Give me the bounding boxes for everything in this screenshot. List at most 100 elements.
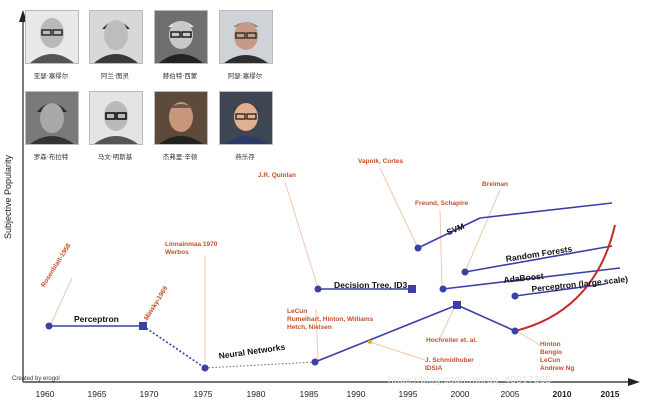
point-nn-peak [453, 301, 461, 309]
label-lecun-line3: Hetch, Nielsen [287, 324, 332, 331]
line-adaboost [442, 267, 621, 290]
point-rosenblatt [45, 322, 53, 330]
caption-1: 亚瑟·塞缪尔 [33, 72, 69, 80]
point-1986 [311, 358, 319, 366]
label-lecun-line2: Rumelhart, Hinton, Williams [287, 316, 374, 323]
x-axis-arrow [628, 378, 640, 386]
year-tick-1980: 1980 [246, 389, 266, 399]
year-tick-1960: 1960 [35, 389, 55, 399]
portrait-2 [89, 10, 143, 64]
label-schmidhuber-line2: IDSIA [425, 365, 443, 372]
leader-hinton [514, 329, 541, 346]
year-tick-1975: 1975 [193, 389, 213, 399]
point-adaboost [439, 285, 447, 293]
person-icon [26, 92, 78, 144]
label-freund: Freund, Schapire [415, 200, 469, 207]
caption-3: 赫伯特·西蒙 [162, 72, 198, 80]
year-tick-1990: 1990 [346, 389, 366, 399]
credit-text: Created by erogol [12, 376, 60, 382]
y-axis-label: Subjective Popularity [3, 154, 13, 240]
leader-quinlan [284, 181, 319, 289]
label-perceptron: Perceptron [74, 314, 119, 324]
portrait-4 [219, 10, 273, 64]
year-tick-2015: 2015 [600, 389, 620, 399]
year-tick-1985: 1985 [299, 389, 319, 399]
person-icon [155, 11, 207, 63]
caption-2: 阿兰·图灵 [100, 72, 130, 80]
leader-lecun [315, 308, 319, 363]
leader-lines [49, 167, 541, 363]
person-icon [90, 92, 142, 144]
point-decision-tree-end [408, 285, 416, 293]
line-neural-networks [314, 304, 458, 363]
caption-4: 阿瑟·塞缪尔 [227, 72, 263, 80]
leader-schmidhuber [369, 341, 426, 361]
portrait-8 [219, 91, 273, 145]
year-tick-1995: 1995 [398, 389, 418, 399]
leader-freund [439, 209, 443, 289]
caption-8: 燕乐存 [235, 153, 255, 161]
label-hochreiter: Hochreiter et. al. [426, 337, 477, 344]
caption-6: 马文·明斯基 [97, 153, 133, 161]
leader-hochreiter [439, 305, 456, 339]
point-random-forests [461, 268, 469, 276]
year-tick-1970: 1970 [139, 389, 159, 399]
point-1975 [201, 364, 209, 372]
nn-dormant-dotted [204, 361, 316, 369]
year-tick-2010: 2010 [552, 389, 572, 399]
year-tick-2005: 2005 [500, 389, 520, 399]
leader-minsky [142, 297, 161, 327]
leader-rosenblatt [49, 277, 73, 327]
point-lstm [368, 340, 372, 344]
label-lecun-line1: LeCun [287, 308, 308, 315]
line-svm-rise [417, 217, 481, 249]
label-vapnik: Vapnik, Cortes [358, 158, 404, 165]
label-linnainmaa-line1: Linnainmaa 1970 [165, 241, 218, 248]
label-quinlan: J.R. Quinlan [258, 172, 296, 179]
person-icon [155, 92, 207, 144]
leader-vapnik [379, 167, 419, 249]
leader-breiman [464, 189, 501, 273]
watermark-text: https://blog.csdn.net/qq_40917365 [388, 375, 552, 386]
caption-5: 罗森·布拉特 [33, 153, 69, 161]
portrait-5 [25, 91, 79, 145]
portrait-3 [154, 10, 208, 64]
portrait-7 [154, 91, 208, 145]
deep-learning-curve [514, 224, 616, 332]
person-icon [90, 11, 142, 63]
person-icon [26, 11, 78, 63]
line-perceptron-decline [142, 325, 206, 369]
point-minsky [139, 322, 147, 330]
portrait-6 [89, 91, 143, 145]
line-svm [479, 202, 613, 219]
line-nn-decline [456, 304, 516, 332]
point-2006 [511, 327, 519, 335]
label-hinton-line1: Hinton [540, 341, 561, 348]
portrait-1 [25, 10, 79, 64]
line-random-forests [464, 245, 613, 273]
label-schmidhuber-line1: J. Schmidhuber [425, 357, 474, 364]
label-lecun-group: LeCun Rumelhart, Hinton, Williams Hetch,… [287, 308, 373, 332]
label-linnainmaa-line2: Werbos [165, 249, 189, 256]
trend-lines [49, 202, 621, 369]
line-perceptron-large [514, 283, 606, 297]
point-quinlan [314, 285, 322, 293]
point-perceptron-large [511, 292, 519, 300]
axes [19, 10, 640, 386]
label-breiman: Breiman [482, 181, 509, 188]
label-decision-tree: Decision Tree, ID3 [334, 280, 408, 290]
person-icon [220, 92, 272, 144]
year-tick-2000: 2000 [450, 389, 470, 399]
point-svm [414, 244, 422, 252]
label-hinton-line3: LeCun [540, 357, 561, 364]
year-tick-1965: 1965 [87, 389, 107, 399]
label-hinton-group: Hinton Bengio LeCun Andrew Ng [540, 341, 574, 373]
label-hinton-line2: Bengio [540, 349, 563, 356]
milestone-points [45, 244, 519, 372]
caption-7: 杰弗里·辛顿 [162, 153, 198, 161]
label-hinton-line4: Andrew Ng [540, 365, 575, 372]
label-schmidhuber: J. Schmidhuber IDSIA [425, 357, 474, 373]
person-icon [220, 11, 272, 63]
